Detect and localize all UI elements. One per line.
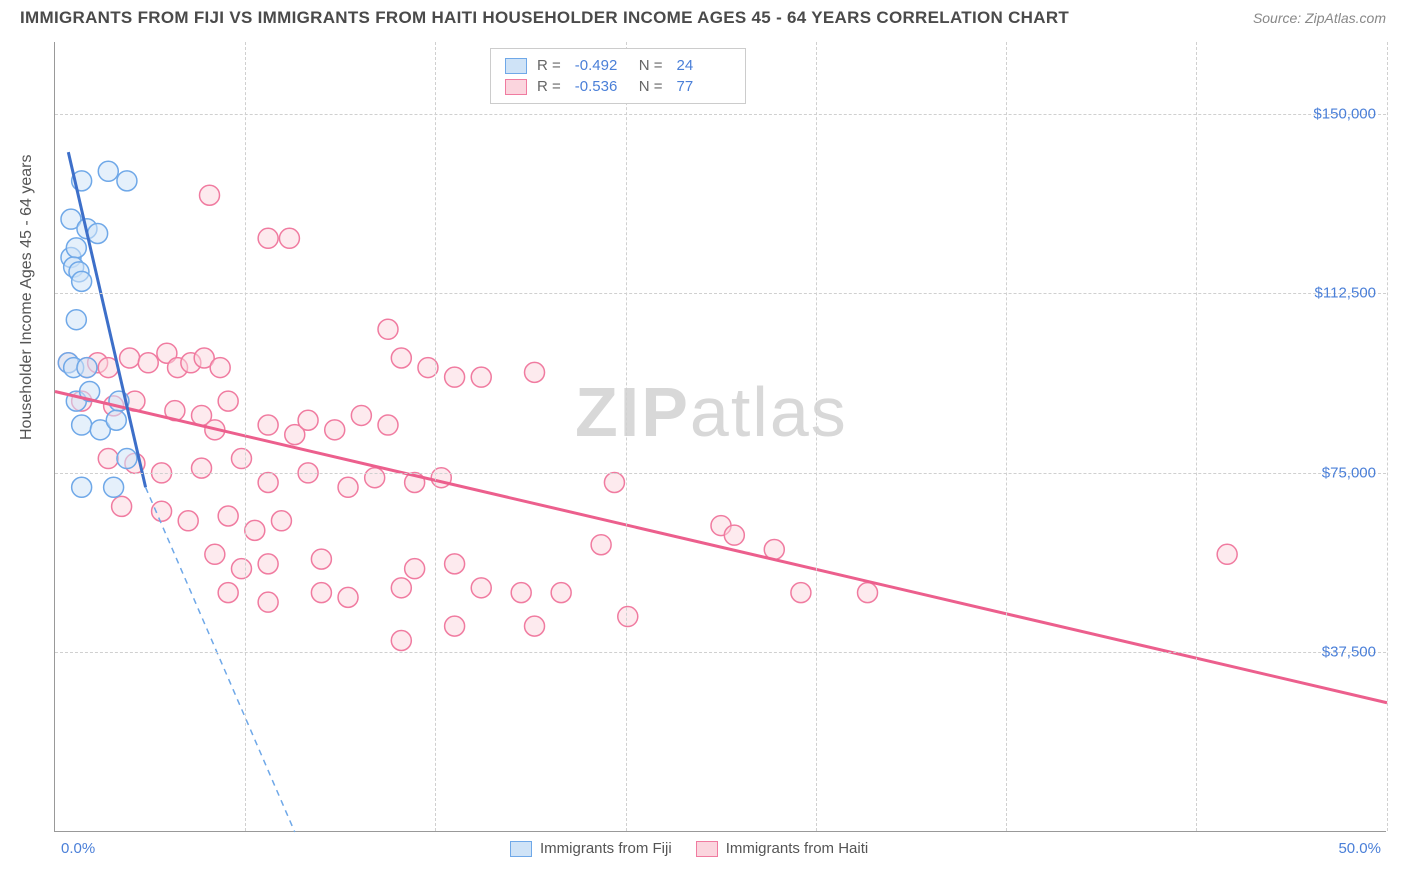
gridline-v (816, 42, 817, 831)
legend-swatch-fiji (510, 841, 532, 857)
chart-header: IMMIGRANTS FROM FIJI VS IMMIGRANTS FROM … (0, 0, 1406, 32)
r-value-fiji: -0.492 (575, 57, 629, 74)
legend-row-fiji: R = -0.492 N = 24 (505, 55, 731, 76)
gridline-v (245, 42, 246, 831)
y-axis-label: Householder Income Ages 45 - 64 years (18, 155, 36, 441)
source-attribution: Source: ZipAtlas.com (1253, 10, 1386, 26)
r-value-haiti: -0.536 (575, 78, 629, 95)
gridline-v (1006, 42, 1007, 831)
legend-row-haiti: R = -0.536 N = 77 (505, 76, 731, 97)
series-legend: Immigrants from Fiji Immigrants from Hai… (510, 840, 868, 857)
gridline-v (1387, 42, 1388, 831)
legend-swatch-haiti (696, 841, 718, 857)
legend-item-fiji: Immigrants from Fiji (510, 840, 672, 857)
scatter-plot-svg (55, 42, 1386, 831)
legend-swatch-fiji (505, 58, 527, 74)
n-label: N = (639, 57, 663, 74)
gridline-h (55, 293, 1386, 294)
n-value-haiti: 77 (677, 78, 731, 95)
n-value-fiji: 24 (677, 57, 731, 74)
gridline-v (626, 42, 627, 831)
r-label: R = (537, 78, 561, 95)
xtick-max: 50.0% (1338, 840, 1381, 857)
ytick-label: $37,500 (1322, 644, 1376, 661)
ytick-label: $75,000 (1322, 464, 1376, 481)
gridline-h (55, 652, 1386, 653)
chart-title: IMMIGRANTS FROM FIJI VS IMMIGRANTS FROM … (20, 8, 1069, 28)
source-value: ZipAtlas.com (1305, 10, 1386, 26)
plot-area: ZIPatlas $37,500$75,000$112,500$150,0000… (54, 42, 1386, 832)
correlation-legend: R = -0.492 N = 24 R = -0.536 N = 77 (490, 48, 746, 104)
ytick-label: $112,500 (1315, 285, 1376, 302)
source-label: Source: (1253, 10, 1301, 26)
gridline-h (55, 473, 1386, 474)
legend-item-haiti: Immigrants from Haiti (696, 840, 869, 857)
gridline-h (55, 114, 1386, 115)
gridline-v (1196, 42, 1197, 831)
r-label: R = (537, 57, 561, 74)
n-label: N = (639, 78, 663, 95)
legend-label-haiti: Immigrants from Haiti (726, 840, 869, 857)
gridline-v (435, 42, 436, 831)
xtick-min: 0.0% (61, 840, 95, 857)
legend-swatch-haiti (505, 79, 527, 95)
legend-label-fiji: Immigrants from Fiji (540, 840, 672, 857)
ytick-label: $150,000 (1313, 105, 1376, 122)
